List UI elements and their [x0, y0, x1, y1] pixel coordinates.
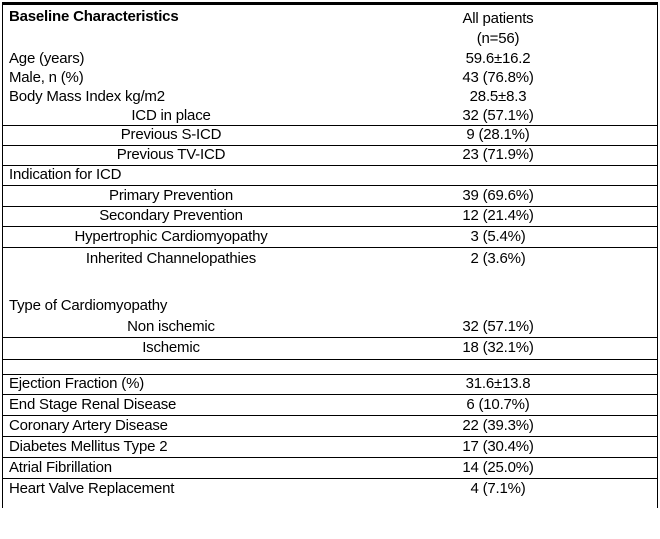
row-value: 28.5±8.3 [469, 89, 527, 106]
column-header-line2: (n=56) [476, 30, 520, 48]
table-row-spacer [3, 271, 657, 295]
table-row-ischemic: Ischemic 18 (32.1%) [3, 338, 657, 360]
row-label: Secondary Prevention [99, 208, 243, 225]
row-value: 17 (30.4%) [462, 438, 534, 455]
table-row-secondary-prevention: Secondary Prevention 12 (21.4%) [3, 207, 657, 227]
row-value: 18 (32.1%) [462, 340, 534, 357]
table-row-coronary-artery-disease: Coronary Artery Disease 22 (39.3%) [3, 416, 657, 437]
table-row-ejection-fraction: Ejection Fraction (%) 31.6±13.8 [3, 375, 657, 395]
table-title: Baseline Characteristics [9, 9, 179, 25]
row-label: Ejection Fraction (%) [9, 376, 145, 393]
row-label: End Stage Renal Disease [9, 396, 177, 413]
row-label: Inherited Channelopathies [85, 251, 257, 268]
table-row-bmi: Body Mass Index kg/m2 28.5±8.3 [3, 88, 657, 107]
table-row-blank [3, 360, 657, 375]
row-label: Previous TV-ICD [116, 147, 226, 164]
row-value: 4 (7.1%) [470, 481, 526, 498]
table-row-icd-in-place: ICD in place 32 (57.1%) [3, 107, 657, 126]
table-border-stub [3, 500, 657, 508]
row-value: 2 (3.6%) [470, 251, 526, 268]
table-row-inherited-channelopathies: Inherited Channelopathies 2 (3.6%) [3, 248, 657, 271]
table-row-previous-tv-icd: Previous TV-ICD 23 (71.9%) [3, 146, 657, 166]
row-value: 23 (71.9%) [462, 147, 534, 164]
row-value: 43 (76.8%) [462, 70, 534, 87]
row-label: Body Mass Index kg/m2 [9, 89, 165, 106]
row-value: 9 (28.1%) [466, 127, 530, 144]
table-row-atrial-fibrillation: Atrial Fibrillation 14 (25.0%) [3, 458, 657, 479]
column-header-all-patients: All patients (n=56) [339, 9, 657, 50]
row-label: Heart Valve Replacement [9, 481, 175, 498]
row-label: Type of Cardiomyopathy [9, 297, 168, 314]
row-label: Hypertrophic Cardiomyopathy [74, 228, 268, 245]
row-label: Male, n (%) [9, 70, 84, 87]
row-label: Coronary Artery Disease [9, 417, 168, 434]
row-value: 59.6±16.2 [465, 51, 531, 68]
row-value: 32 (57.1%) [462, 318, 534, 335]
table-row-hypertrophic-cardiomyopathy: Hypertrophic Cardiomyopathy 3 (5.4%) [3, 227, 657, 248]
table-row-age: Age (years) 59.6±16.2 [3, 50, 657, 69]
row-value: 3 (5.4%) [470, 228, 526, 245]
table-row-previous-s-icd: Previous S-ICD 9 (28.1%) [3, 126, 657, 146]
column-header-line1: All patients [462, 10, 534, 27]
table-header-row: Baseline Characteristics All patients (n… [3, 5, 657, 50]
row-value: 22 (39.3%) [462, 417, 534, 434]
table-row-end-stage-renal-disease: End Stage Renal Disease 6 (10.7%) [3, 395, 657, 416]
table-row-diabetes-mellitus: Diabetes Mellitus Type 2 17 (30.4%) [3, 437, 657, 458]
row-label: Previous S-ICD [120, 127, 222, 144]
row-label: Age (years) [9, 51, 85, 68]
row-label: ICD in place [131, 107, 211, 124]
row-value: 6 (10.7%) [466, 396, 530, 413]
table-row-male: Male, n (%) 43 (76.8%) [3, 69, 657, 88]
table-row-primary-prevention: Primary Prevention 39 (69.6%) [3, 186, 657, 207]
row-value: 39 (69.6%) [462, 187, 534, 204]
row-value: 14 (25.0%) [462, 459, 534, 476]
row-value: 12 (21.4%) [462, 208, 534, 225]
table-row-heart-valve-replacement: Heart Valve Replacement 4 (7.1%) [3, 479, 657, 500]
row-value: 31.6±13.8 [465, 376, 531, 393]
row-label: Non ischemic [127, 318, 215, 335]
row-label: Ischemic [142, 340, 200, 357]
row-value: 32 (57.1%) [462, 107, 534, 124]
baseline-characteristics-table: Baseline Characteristics All patients (n… [2, 2, 658, 508]
row-label: Diabetes Mellitus Type 2 [9, 438, 168, 455]
row-label: Atrial Fibrillation [9, 459, 112, 476]
row-label: Indication for ICD [9, 167, 122, 184]
table-row-type-of-cardiomyopathy: Type of Cardiomyopathy [3, 295, 657, 317]
row-label: Primary Prevention [109, 187, 233, 204]
table-row-indication-for-icd: Indication for ICD [3, 166, 657, 186]
table-row-non-ischemic: Non ischemic 32 (57.1%) [3, 317, 657, 338]
